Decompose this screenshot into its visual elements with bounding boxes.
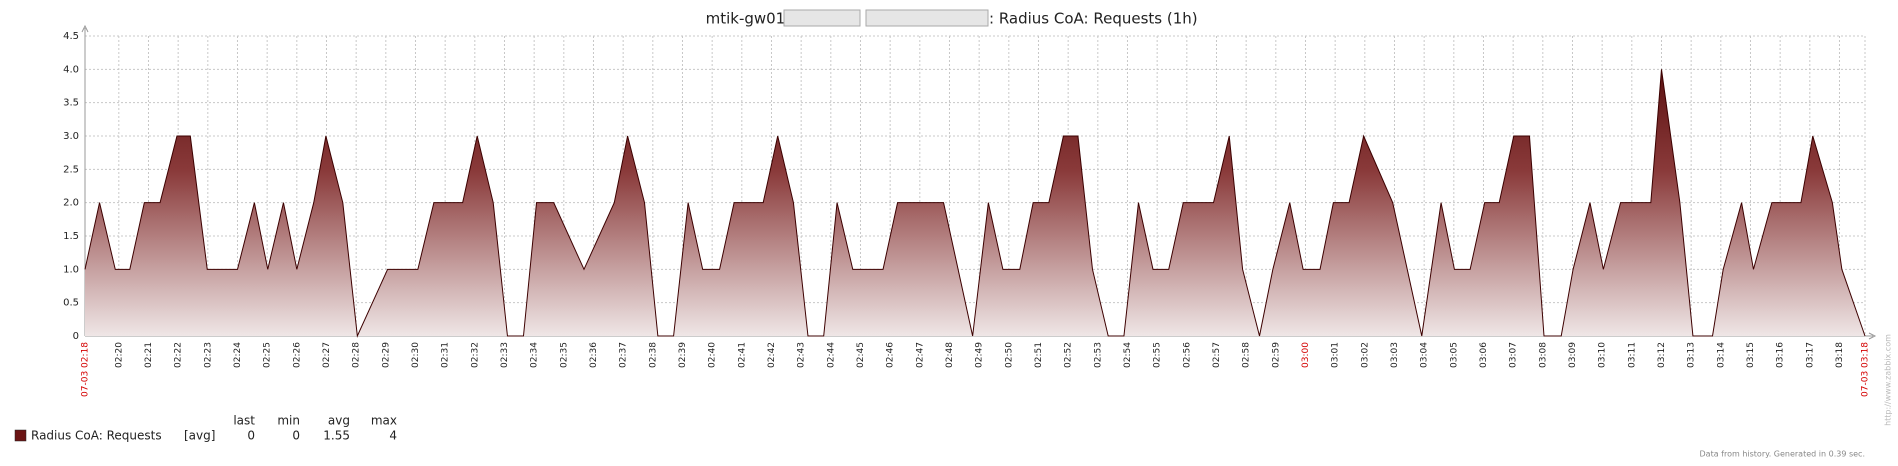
legend-label: Radius CoA: Requests (31, 429, 162, 443)
x-tick-label: 07-03 03:18 (1861, 342, 1871, 397)
x-tick-label: 03:07 (1509, 342, 1519, 368)
legend-header: max (371, 414, 397, 428)
x-tick-label: 03:03 (1390, 342, 1400, 368)
area-fill (85, 69, 1865, 336)
x-tick-label: 03:10 (1598, 342, 1608, 368)
x-tick-label: 02:24 (233, 342, 243, 368)
x-tick-label: 02:50 (1004, 342, 1014, 368)
legend-stat: 0 (292, 429, 300, 443)
y-tick-label: 0.5 (63, 298, 79, 309)
axis-arrow (1868, 332, 1877, 340)
x-tick-label: 02:31 (441, 342, 451, 368)
series-line (84, 69, 1866, 338)
x-tick-label: 03:00 (1301, 342, 1311, 368)
y-tick-label: 4.5 (63, 31, 79, 42)
chart-title-suffix: : Radius CoA: Requests (1h) (989, 10, 1198, 28)
x-tick-label: 02:45 (856, 342, 866, 368)
x-tick-label: 02:21 (144, 342, 154, 368)
x-tick-label: 03:02 (1360, 342, 1370, 368)
legend-stat: 0 (247, 429, 255, 443)
x-tick-label: 02:41 (737, 342, 747, 368)
legend-func: [avg] (184, 429, 215, 443)
x-tick-label: 03:04 (1420, 342, 1430, 368)
x-tick-label: 03:09 (1568, 342, 1578, 368)
x-tick-label: 02:46 (886, 342, 896, 368)
legend: last min avg max Radius CoA: Requests [avg] 0 0… (14, 414, 397, 443)
x-tick-label: 02:44 (826, 342, 836, 368)
x-tick-label: 02:33 (500, 342, 510, 368)
x-tick-label: 02:47 (915, 342, 925, 368)
x-tick-label: 02:30 (411, 342, 421, 368)
x-tick-label: 03:01 (1331, 342, 1341, 368)
x-tick-label: 02:25 (263, 342, 273, 368)
x-tick-label: 02:52 (1064, 342, 1074, 368)
x-tick-label: 02:48 (945, 342, 955, 368)
x-tick-label: 02:43 (797, 342, 807, 368)
legend-swatch (14, 429, 27, 442)
x-tick-label: 02:55 (1153, 342, 1163, 368)
x-tick-label: 02:59 (1271, 342, 1281, 368)
x-tick-label: 02:20 (114, 342, 124, 368)
x-tick-label: 02:35 (559, 342, 569, 368)
x-tick-label: 02:49 (975, 342, 985, 368)
y-tick-label: 2.0 (63, 198, 79, 209)
x-tick-label: 02:28 (352, 342, 362, 368)
legend-header: avg (328, 414, 350, 428)
x-tick-label: 03:12 (1657, 342, 1667, 368)
footer: Data from history. Generated in 0.39 sec… (1700, 450, 1865, 459)
redacted-box (865, 9, 989, 27)
redacted-box (783, 9, 861, 27)
x-tick-label: 02:29 (381, 342, 391, 368)
x-tick-label: 03:05 (1449, 342, 1459, 368)
x-tick-label: 02:58 (1242, 342, 1252, 368)
x-tick-label: 03:11 (1627, 342, 1637, 368)
x-tick-label: 03:06 (1479, 342, 1489, 368)
x-tick-label: 02:32 (470, 342, 480, 368)
x-tick-label: 03:16 (1776, 342, 1786, 368)
legend-stat: 1.55 (323, 429, 350, 443)
x-tick-label: 02:37 (619, 342, 629, 368)
y-tick-label: 3.0 (63, 131, 79, 142)
x-tick-label: 02:42 (767, 342, 777, 368)
legend-header: last (233, 414, 255, 428)
x-tick-label: 03:13 (1687, 342, 1697, 368)
y-tick-label: 4.0 (63, 64, 79, 75)
y-tick-label: 0 (73, 331, 79, 342)
x-tick-label: 02:39 (678, 342, 688, 368)
axis-arrow (81, 24, 89, 33)
x-tick-label: 02:54 (1123, 342, 1133, 368)
x-tick-label: 02:36 (589, 342, 599, 368)
x-tick-label: 07-03 02:18 (81, 342, 91, 397)
watermark: http://www.zabbix.com (1884, 334, 1893, 426)
x-tick-label: 02:22 (174, 342, 184, 368)
x-tick-label: 02:53 (1093, 342, 1103, 368)
x-tick-label: 02:57 (1212, 342, 1222, 368)
x-tick-label: 02:51 (1034, 342, 1044, 368)
x-tick-label: 02:56 (1182, 342, 1192, 368)
x-tick-label: 02:40 (708, 342, 718, 368)
legend-stat: 4 (389, 429, 397, 443)
y-tick-label: 1.5 (63, 231, 79, 242)
x-tick-label: 03:18 (1835, 342, 1845, 368)
x-tick-label: 03:14 (1716, 342, 1726, 368)
y-tick-label: 3.5 (63, 98, 79, 109)
chart-title-prefix: mtik-gw01. (706, 10, 790, 28)
x-tick-label: 03:08 (1538, 342, 1548, 368)
y-tick-label: 1.0 (63, 264, 79, 275)
x-tick-label: 02:23 (203, 342, 213, 368)
x-tick-label: 03:15 (1746, 342, 1756, 368)
legend-header: min (277, 414, 300, 428)
x-tick-label: 02:26 (292, 342, 302, 368)
x-tick-label: 03:17 (1805, 342, 1815, 368)
x-tick-label: 02:27 (322, 342, 332, 368)
x-tick-label: 02:34 (530, 342, 540, 368)
x-tick-label: 02:38 (648, 342, 658, 368)
y-tick-label: 2.5 (63, 164, 79, 175)
